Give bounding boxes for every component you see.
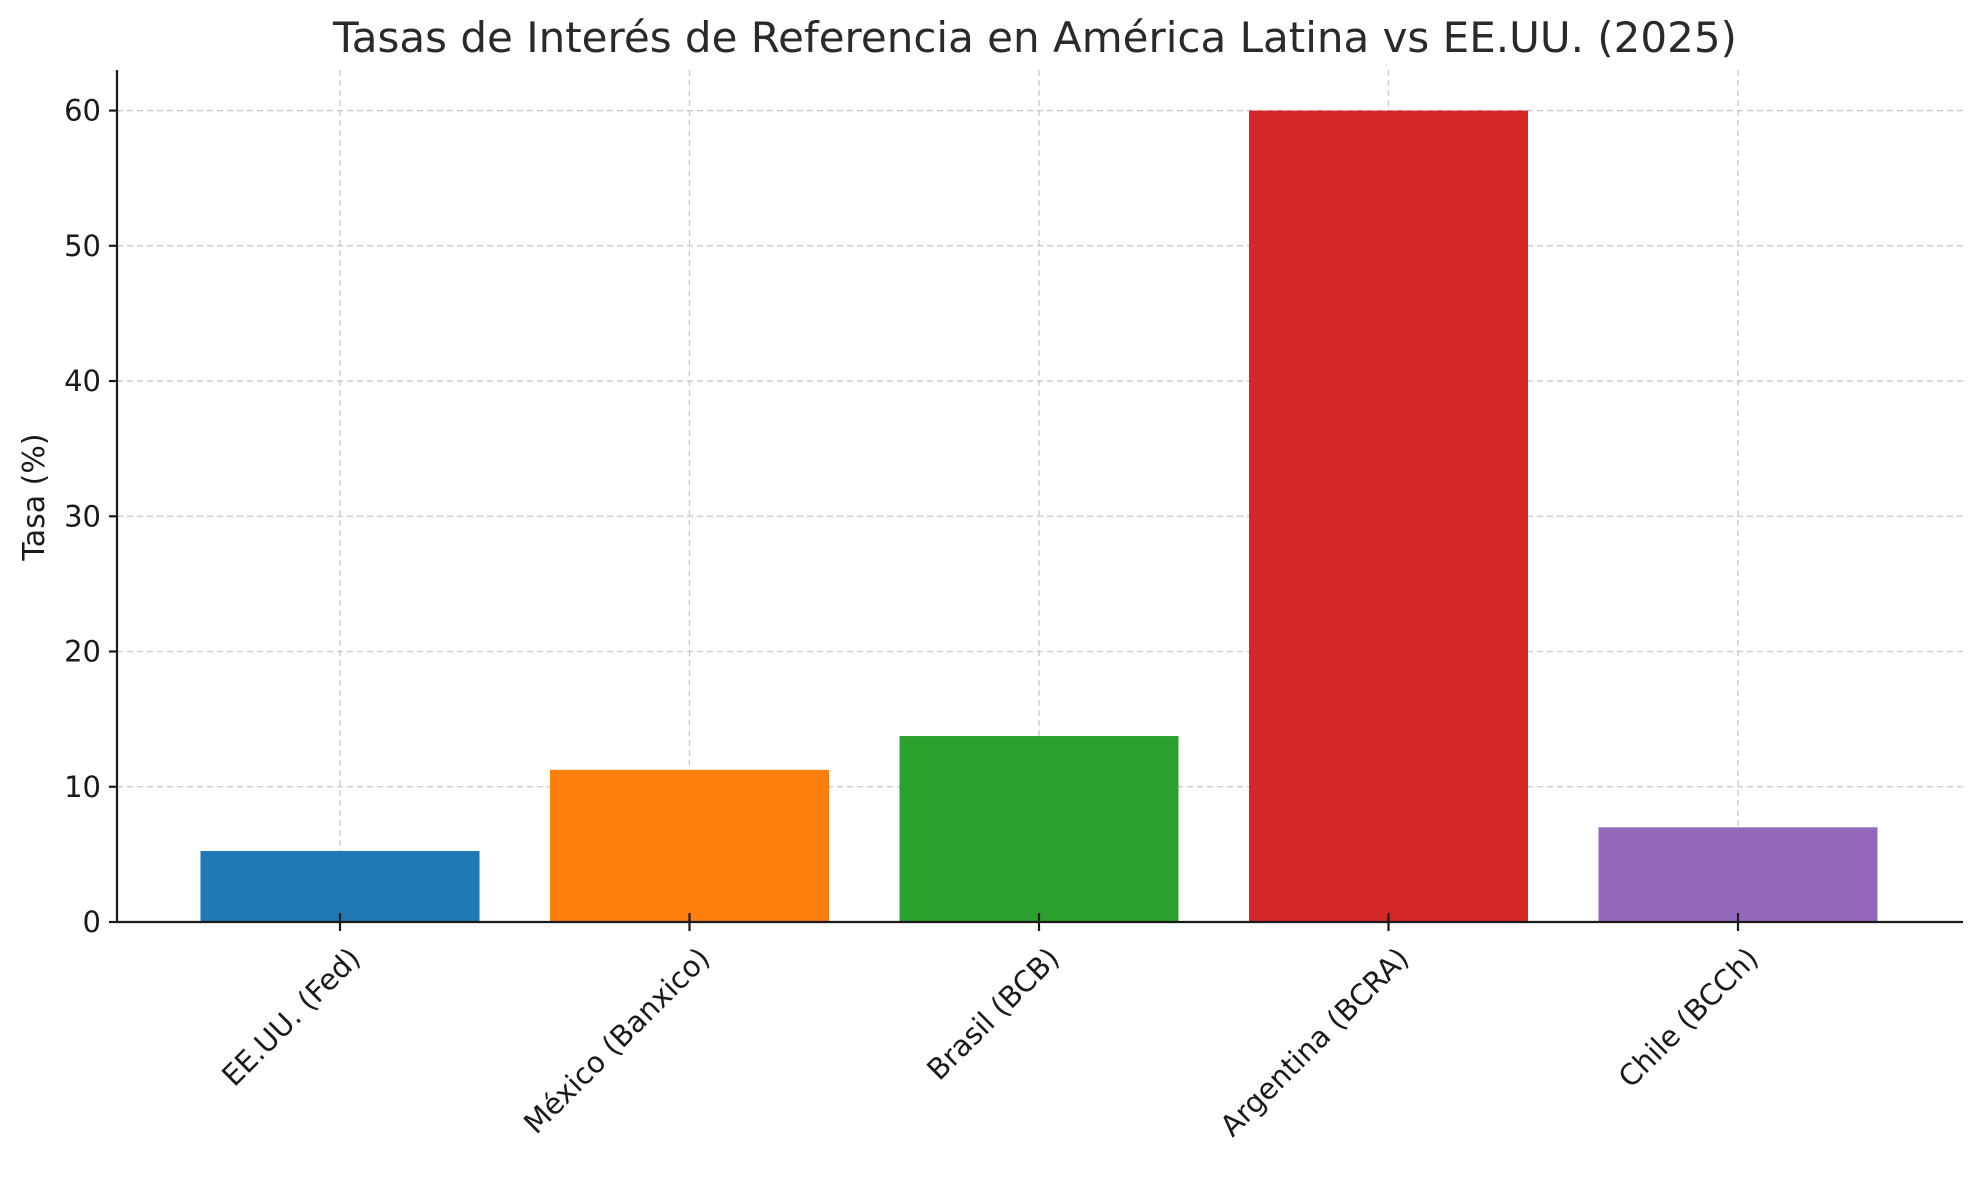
bar-brasil-bcb [899,736,1179,922]
bars-layer [200,110,1878,923]
x-tick-label: México (Banxico) [517,941,716,1140]
y-axis-ticks: 0 10 20 30 40 50 60 [64,94,117,939]
chart-title: Tasas de Interés de Referencia en Améric… [332,13,1737,62]
y-tick-label: 20 [64,635,101,669]
y-tick-label: 0 [83,905,101,939]
bar-chile-bcch [1598,827,1878,922]
y-axis-title: Tasa (%) [17,433,52,561]
bar-m-xico-banxico [550,769,829,922]
y-tick-label: 60 [64,94,101,128]
y-tick-label: 50 [64,229,101,263]
y-tick-label: 10 [64,770,101,804]
x-tick-label: Argentina (BCRA) [1213,941,1415,1143]
x-tick-label: Brasil (BCB) [920,941,1066,1087]
x-axis-ticks: EE.UU. (Fed) México (Banxico) Brasil (BCB)… [215,913,1765,1143]
y-tick-label: 40 [64,364,101,398]
x-tick-label: Chile (BCCh) [1612,941,1765,1094]
x-tick-label: EE.UU. (Fed) [215,941,367,1093]
bar-ee-uu-fed [200,851,480,922]
bar-argentina-bcra [1249,110,1528,923]
y-tick-label: 30 [64,499,101,533]
